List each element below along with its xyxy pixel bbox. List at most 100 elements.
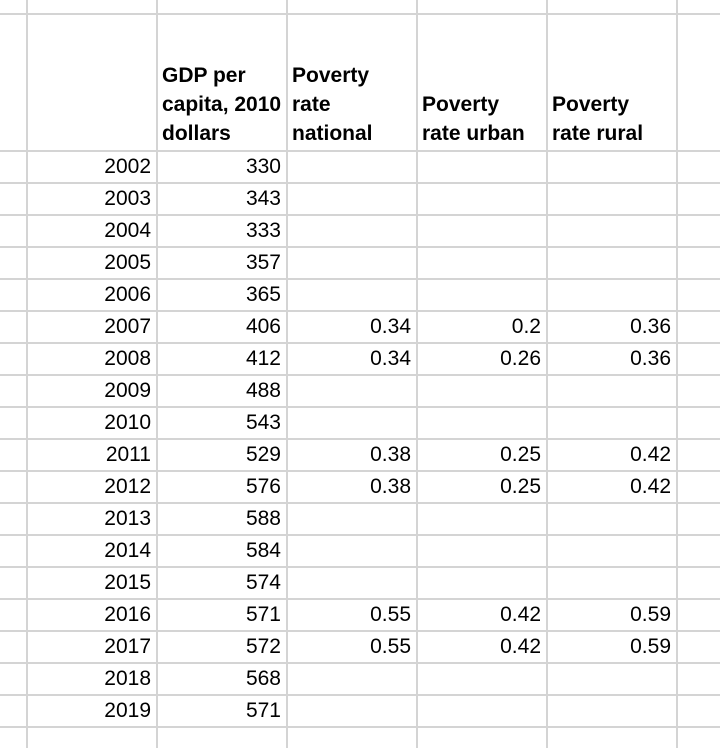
- cell-poverty-rate-rural[interactable]: [548, 504, 676, 534]
- cell-year[interactable]: 2011: [28, 440, 156, 470]
- spreadsheet-cell-empty[interactable]: [288, 728, 416, 748]
- spreadsheet-cell-empty[interactable]: [678, 344, 720, 374]
- spreadsheet-cell-empty[interactable]: [678, 664, 720, 694]
- cell-gdp-per-capita[interactable]: 571: [158, 696, 286, 726]
- cell-poverty-rate-national[interactable]: [288, 408, 416, 438]
- spreadsheet-cell-empty[interactable]: [28, 728, 156, 748]
- spreadsheet-cell-empty[interactable]: [678, 632, 720, 662]
- cell-poverty-rate-rural[interactable]: [548, 664, 676, 694]
- cell-gdp-per-capita[interactable]: 365: [158, 280, 286, 310]
- spreadsheet-cell-empty[interactable]: [0, 216, 26, 246]
- cell-poverty-rate-urban[interactable]: [418, 408, 546, 438]
- cell-poverty-rate-urban[interactable]: [418, 248, 546, 278]
- cell-gdp-per-capita[interactable]: 571: [158, 600, 286, 630]
- spreadsheet-cell-empty[interactable]: [548, 0, 676, 13]
- cell-gdp-per-capita[interactable]: 588: [158, 504, 286, 534]
- cell-poverty-rate-urban[interactable]: 0.2: [418, 312, 546, 342]
- cell-gdp-per-capita[interactable]: 584: [158, 536, 286, 566]
- cell-poverty-rate-national[interactable]: [288, 504, 416, 534]
- cell-poverty-rate-rural[interactable]: 0.36: [548, 312, 676, 342]
- cell-poverty-rate-national[interactable]: [288, 152, 416, 182]
- cell-year[interactable]: 2019: [28, 696, 156, 726]
- cell-poverty-rate-rural[interactable]: [548, 216, 676, 246]
- spreadsheet-cell-empty[interactable]: [0, 440, 26, 470]
- cell-gdp-per-capita[interactable]: 333: [158, 216, 286, 246]
- cell-poverty-rate-national[interactable]: [288, 536, 416, 566]
- cell-poverty-rate-rural[interactable]: [548, 376, 676, 406]
- spreadsheet-cell-empty[interactable]: [678, 376, 720, 406]
- cell-poverty-rate-urban[interactable]: 0.26: [418, 344, 546, 374]
- cell-gdp-per-capita[interactable]: 574: [158, 568, 286, 598]
- cell-gdp-per-capita[interactable]: 343: [158, 184, 286, 214]
- cell-year[interactable]: 2005: [28, 248, 156, 278]
- cell-year[interactable]: 2014: [28, 536, 156, 566]
- cell-gdp-per-capita[interactable]: 488: [158, 376, 286, 406]
- cell-year[interactable]: 2006: [28, 280, 156, 310]
- spreadsheet-cell-empty[interactable]: [0, 600, 26, 630]
- cell-year[interactable]: 2007: [28, 312, 156, 342]
- spreadsheet-cell-empty[interactable]: [678, 504, 720, 534]
- cell-poverty-rate-national[interactable]: [288, 568, 416, 598]
- cell-poverty-rate-urban[interactable]: [418, 664, 546, 694]
- cell-gdp-per-capita[interactable]: 412: [158, 344, 286, 374]
- cell-year[interactable]: 2016: [28, 600, 156, 630]
- cell-poverty-rate-national[interactable]: [288, 216, 416, 246]
- spreadsheet-cell-empty[interactable]: [0, 376, 26, 406]
- cell-poverty-rate-rural[interactable]: [548, 280, 676, 310]
- header-poverty-rate-national[interactable]: Poverty rate national: [288, 15, 416, 150]
- spreadsheet-cell-empty[interactable]: [678, 600, 720, 630]
- cell-poverty-rate-urban[interactable]: [418, 504, 546, 534]
- spreadsheet-cell-empty[interactable]: [678, 216, 720, 246]
- spreadsheet-cell-empty[interactable]: [0, 632, 26, 662]
- spreadsheet-cell-empty[interactable]: [0, 152, 26, 182]
- spreadsheet-cell-empty[interactable]: [0, 184, 26, 214]
- spreadsheet-cell-empty[interactable]: [678, 15, 720, 150]
- cell-poverty-rate-rural[interactable]: 0.42: [548, 440, 676, 470]
- header-year[interactable]: [28, 15, 156, 150]
- cell-poverty-rate-rural[interactable]: [548, 696, 676, 726]
- cell-poverty-rate-rural[interactable]: 0.59: [548, 632, 676, 662]
- cell-poverty-rate-urban[interactable]: [418, 184, 546, 214]
- cell-year[interactable]: 2003: [28, 184, 156, 214]
- spreadsheet-cell-empty[interactable]: [0, 0, 26, 13]
- cell-poverty-rate-rural[interactable]: [548, 184, 676, 214]
- cell-year[interactable]: 2002: [28, 152, 156, 182]
- spreadsheet-cell-empty[interactable]: [0, 696, 26, 726]
- spreadsheet-cell-empty[interactable]: [678, 536, 720, 566]
- cell-poverty-rate-urban[interactable]: [418, 376, 546, 406]
- cell-year[interactable]: 2010: [28, 408, 156, 438]
- spreadsheet-cell-empty[interactable]: [0, 536, 26, 566]
- spreadsheet-cell-empty[interactable]: [0, 664, 26, 694]
- spreadsheet-cell-empty[interactable]: [0, 248, 26, 278]
- cell-year[interactable]: 2013: [28, 504, 156, 534]
- cell-year[interactable]: 2009: [28, 376, 156, 406]
- cell-poverty-rate-national[interactable]: [288, 280, 416, 310]
- spreadsheet-cell-empty[interactable]: [678, 184, 720, 214]
- cell-poverty-rate-urban[interactable]: 0.25: [418, 440, 546, 470]
- header-poverty-rate-rural[interactable]: Poverty rate rural: [548, 15, 676, 150]
- cell-poverty-rate-national[interactable]: [288, 184, 416, 214]
- cell-poverty-rate-urban[interactable]: [418, 152, 546, 182]
- cell-poverty-rate-national[interactable]: 0.38: [288, 440, 416, 470]
- spreadsheet-cell-empty[interactable]: [678, 248, 720, 278]
- cell-poverty-rate-urban[interactable]: [418, 280, 546, 310]
- cell-year[interactable]: 2018: [28, 664, 156, 694]
- spreadsheet-cell-empty[interactable]: [678, 408, 720, 438]
- cell-gdp-per-capita[interactable]: 357: [158, 248, 286, 278]
- cell-poverty-rate-urban[interactable]: [418, 696, 546, 726]
- cell-gdp-per-capita[interactable]: 529: [158, 440, 286, 470]
- cell-gdp-per-capita[interactable]: 543: [158, 408, 286, 438]
- cell-year[interactable]: 2004: [28, 216, 156, 246]
- cell-gdp-per-capita[interactable]: 406: [158, 312, 286, 342]
- cell-poverty-rate-urban[interactable]: 0.42: [418, 632, 546, 662]
- spreadsheet-cell-empty[interactable]: [678, 0, 720, 13]
- spreadsheet-cell-empty[interactable]: [0, 280, 26, 310]
- spreadsheet-cell-empty[interactable]: [678, 568, 720, 598]
- cell-poverty-rate-rural[interactable]: 0.42: [548, 472, 676, 502]
- cell-poverty-rate-rural[interactable]: 0.59: [548, 600, 676, 630]
- cell-poverty-rate-national[interactable]: [288, 248, 416, 278]
- spreadsheet-cell-empty[interactable]: [0, 728, 26, 748]
- spreadsheet-cell-empty[interactable]: [0, 408, 26, 438]
- spreadsheet-cell-empty[interactable]: [678, 472, 720, 502]
- cell-poverty-rate-urban[interactable]: 0.25: [418, 472, 546, 502]
